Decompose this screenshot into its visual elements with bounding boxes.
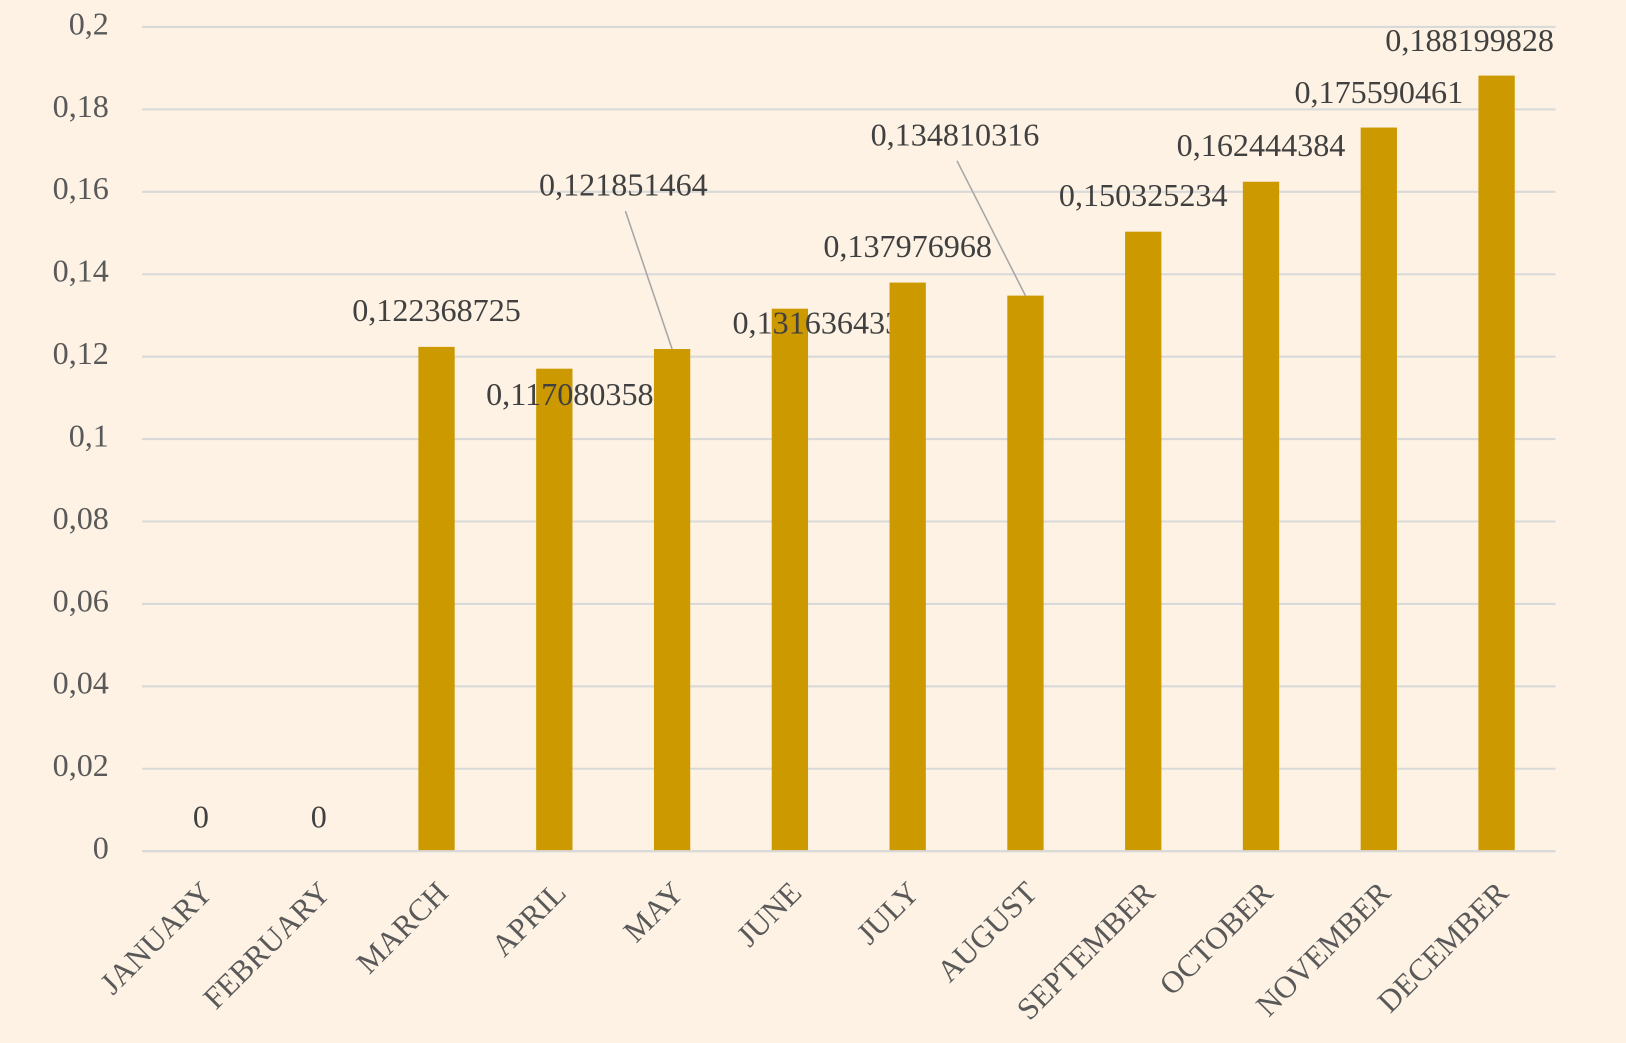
data-label: 0 (311, 798, 327, 834)
data-label: 0,121851464 (539, 167, 708, 203)
y-tick-label: 0,04 (53, 665, 109, 701)
y-tick-label: 0,12 (53, 335, 109, 371)
data-label: 0 (193, 798, 209, 834)
x-tick-label: OCTOBER (1152, 875, 1279, 1002)
x-tick-label: JULY (850, 875, 926, 951)
bar (418, 346, 455, 852)
y-tick-label: 0,1 (69, 417, 109, 453)
data-label: 0,122368725 (352, 292, 521, 328)
bar (653, 349, 691, 852)
x-tick-label: APRIL (484, 875, 572, 963)
bar (1242, 181, 1280, 852)
data-label: 0,175590461 (1294, 74, 1463, 110)
y-tick-label: 0,18 (53, 88, 109, 124)
bar (1125, 231, 1162, 852)
x-tick-label: MAY (616, 875, 690, 949)
data-label: 0,117080358 (486, 376, 653, 412)
bar (771, 308, 809, 852)
x-tick-label: AUGUST (930, 875, 1044, 989)
leader-line (956, 160, 1027, 296)
x-tick-label: FEBRUARY (196, 875, 337, 1016)
y-tick-label: 0,14 (53, 253, 109, 289)
data-label: 0,162444384 (1177, 127, 1346, 163)
x-tick-label: MARCH (349, 875, 454, 980)
bar (1478, 75, 1515, 852)
y-tick-label: 0,2 (69, 5, 109, 41)
y-tick-label: 0,16 (53, 170, 109, 206)
data-label: 0,131636433 (733, 305, 902, 341)
bar (1007, 295, 1044, 852)
data-label: 0,188199828 (1385, 22, 1554, 58)
y-tick-label: 0,08 (53, 500, 109, 536)
data-label: 0,134810316 (871, 116, 1040, 152)
data-label: 0,137976968 (823, 228, 992, 264)
data-label: 0,150325234 (1059, 177, 1228, 213)
bar (536, 368, 573, 852)
y-tick-label: 0,06 (53, 582, 109, 618)
x-tick-label: JANUARY (93, 875, 219, 1001)
bar (1360, 127, 1397, 852)
leader-line (624, 210, 673, 350)
x-tick-label: JUNE (730, 875, 809, 953)
y-tick-label: 0,02 (53, 747, 109, 783)
y-tick-label: 0 (93, 830, 109, 866)
bar (889, 282, 926, 852)
